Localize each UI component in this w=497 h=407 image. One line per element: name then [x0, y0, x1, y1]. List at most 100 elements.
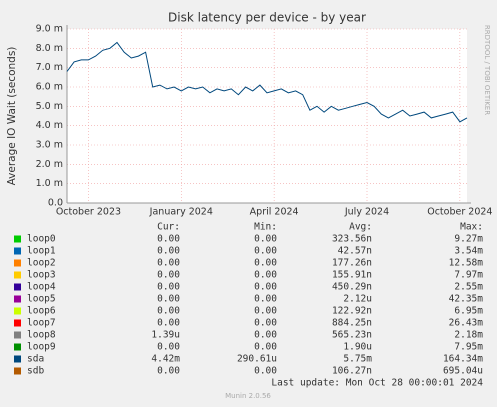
- y-tick-label: 3.0 m: [36, 140, 63, 151]
- legend-name: sda: [27, 354, 44, 365]
- x-tick-label: January 2024: [149, 207, 213, 218]
- legend-name: loop9: [27, 342, 56, 353]
- legend-value: 7.97m: [454, 270, 483, 281]
- legend-header: Max:: [460, 222, 483, 233]
- y-tick-label: 9.0 m: [36, 24, 63, 35]
- legend-value: 0.00: [157, 282, 180, 293]
- legend-value: 164.34m: [443, 354, 483, 365]
- legend-name: loop6: [27, 306, 56, 317]
- legend-name: loop7: [27, 318, 56, 329]
- legend-swatch: [14, 343, 21, 351]
- legend-value: 0.00: [254, 342, 277, 353]
- legend-value: 0.00: [254, 258, 277, 269]
- legend-name: loop1: [27, 246, 56, 257]
- legend-value: 0.00: [157, 342, 180, 353]
- legend-value: 0.00: [157, 234, 180, 245]
- legend-value: 0.00: [254, 306, 277, 317]
- plot-area: [67, 29, 467, 203]
- x-tick-label: April 2024: [250, 207, 299, 218]
- y-tick-label: 8.0 m: [36, 43, 63, 54]
- legend-value: 0.00: [157, 306, 180, 317]
- legend-value: 0.00: [254, 234, 277, 245]
- legend-value: 0.00: [157, 270, 180, 281]
- legend-header: Cur:: [157, 222, 180, 233]
- legend-value: 7.95m: [454, 342, 483, 353]
- legend-value: 106.27n: [332, 366, 372, 377]
- y-tick-label: 0.0: [48, 198, 63, 209]
- legend-name: loop8: [27, 330, 56, 341]
- legend-name: loop3: [27, 270, 56, 281]
- legend-value: 1.39u: [151, 330, 180, 341]
- legend-value: 0.00: [157, 294, 180, 305]
- legend-value: 5.75m: [343, 354, 372, 365]
- y-tick-label: 5.0 m: [36, 101, 63, 112]
- legend-value: 4.42m: [151, 354, 180, 365]
- x-tick-label: October 2024: [427, 207, 492, 218]
- last-update: Last update: Mon Oct 28 00:00:01 2024: [271, 378, 483, 389]
- legend-header: Avg:: [349, 222, 372, 233]
- legend-value: 695.04u: [443, 366, 483, 377]
- y-axis-label: Average IO Wait (seconds): [6, 47, 18, 186]
- x-tick-label: July 2024: [344, 207, 389, 218]
- legend-swatch: [14, 355, 21, 363]
- legend-value: 2.12u: [343, 294, 372, 305]
- legend-value: 0.00: [157, 258, 180, 269]
- legend-swatch: [14, 295, 21, 303]
- legend-header: Min:: [254, 222, 277, 233]
- legend-value: 42.57n: [338, 246, 372, 257]
- legend-name: loop5: [27, 294, 56, 305]
- legend-value: 0.00: [254, 366, 277, 377]
- legend-value: 323.56n: [332, 234, 372, 245]
- legend-value: 565.23n: [332, 330, 372, 341]
- legend-value: 0.00: [157, 318, 180, 329]
- legend-value: 290.61u: [237, 354, 277, 365]
- legend-swatch: [14, 259, 21, 267]
- legend-name: loop2: [27, 258, 56, 269]
- legend-swatch: [14, 283, 21, 291]
- side-label: RRDTOOL / TOBI OETIKER: [483, 25, 491, 115]
- legend-value: 3.54m: [454, 246, 483, 257]
- legend-name: sdb: [27, 366, 44, 377]
- legend-name: loop0: [27, 234, 56, 245]
- legend-swatch: [14, 247, 21, 255]
- legend-value: 450.29n: [332, 282, 372, 293]
- legend-value: 6.95m: [454, 306, 483, 317]
- legend-swatch: [14, 235, 21, 243]
- legend-value: 0.00: [254, 318, 277, 329]
- x-tick-label: October 2023: [56, 207, 121, 218]
- legend-value: 0.00: [157, 246, 180, 257]
- legend-value: 26.43m: [449, 318, 484, 329]
- legend-value: 155.91n: [332, 270, 372, 281]
- y-tick-label: 2.0 m: [36, 159, 63, 170]
- legend-name: loop4: [27, 282, 56, 293]
- legend-value: 0.00: [254, 294, 277, 305]
- y-tick-label: 4.0 m: [36, 120, 63, 131]
- legend-value: 884.25n: [332, 318, 372, 329]
- legend-value: 42.35m: [449, 294, 484, 305]
- legend-value: 2.55m: [454, 282, 483, 293]
- legend-value: 2.18m: [454, 330, 483, 341]
- legend-swatch: [14, 307, 21, 315]
- legend-value: 122.92n: [332, 306, 372, 317]
- chart-title: Disk latency per device - by year: [168, 11, 366, 25]
- legend-swatch: [14, 271, 21, 279]
- legend-value: 0.00: [254, 246, 277, 257]
- legend-value: 12.58m: [449, 258, 484, 269]
- footer: Munin 2.0.56: [225, 392, 271, 400]
- legend-value: 0.00: [254, 270, 277, 281]
- legend-swatch: [14, 367, 21, 375]
- legend-value: 0.00: [157, 366, 180, 377]
- y-tick-label: 1.0 m: [36, 178, 63, 189]
- series-line: [66, 41, 468, 123]
- y-tick-label: 7.0 m: [36, 62, 63, 73]
- legend-value: 0.00: [254, 282, 277, 293]
- legend-value: 1.90u: [343, 342, 372, 353]
- legend-swatch: [14, 331, 21, 339]
- legend-value: 177.26n: [332, 258, 372, 269]
- legend-value: 0.00: [254, 330, 277, 341]
- y-tick-label: 6.0 m: [36, 82, 63, 93]
- legend-swatch: [14, 319, 21, 327]
- legend-value: 9.27m: [454, 234, 483, 245]
